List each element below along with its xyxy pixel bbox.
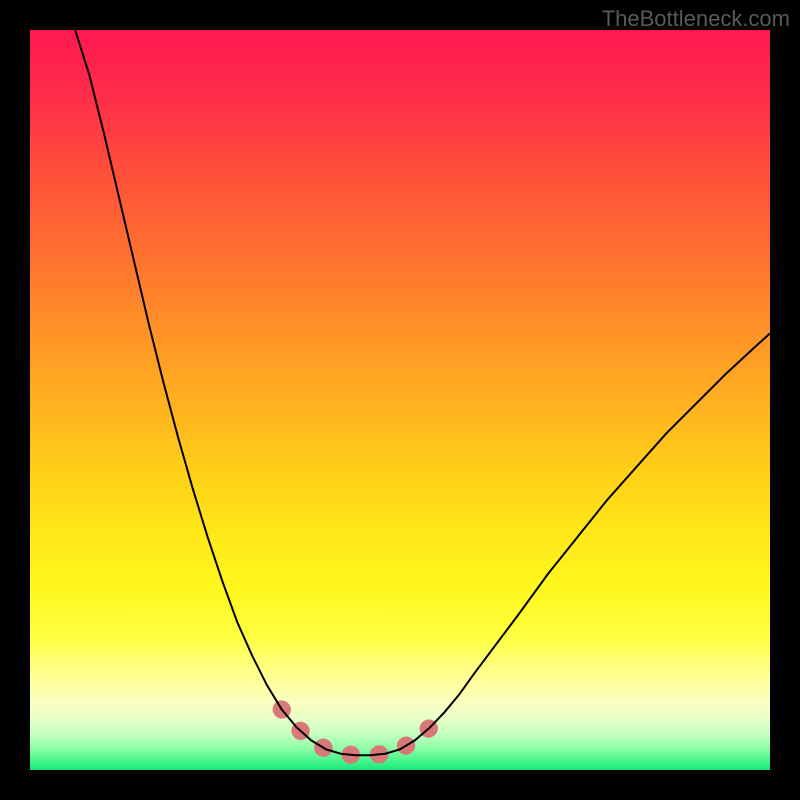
watermark-text: TheBottleneck.com [602, 6, 790, 32]
main-curve [75, 30, 770, 755]
highlight-path [282, 709, 445, 755]
curve-layer [30, 30, 770, 770]
plot-area [30, 30, 770, 770]
